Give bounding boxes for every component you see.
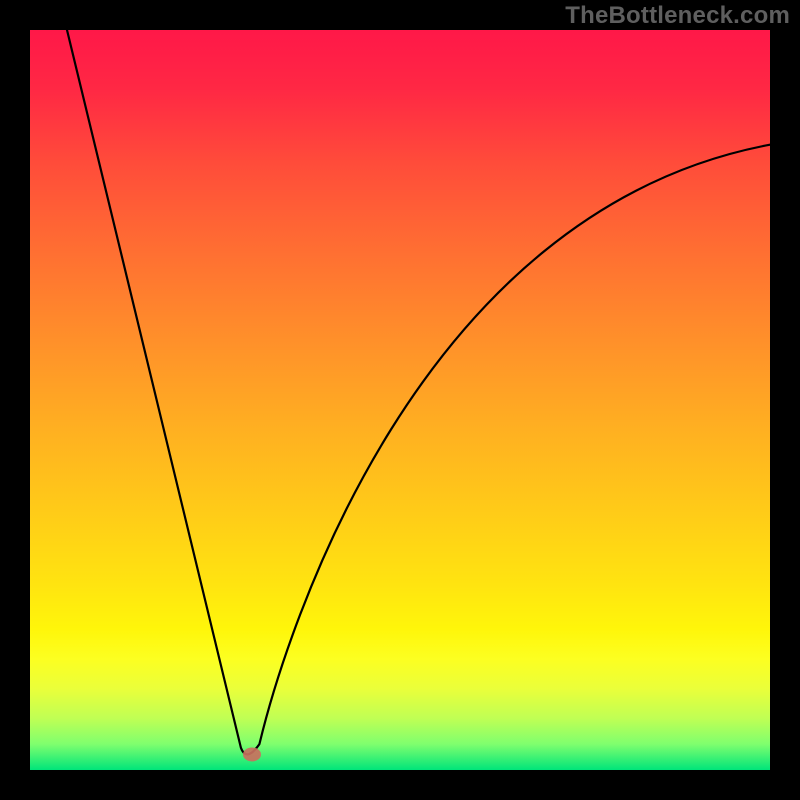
optimal-point-marker: [243, 747, 261, 761]
plot-background: [30, 30, 770, 770]
watermark-text: TheBottleneck.com: [565, 2, 790, 30]
chart-svg: [0, 0, 800, 800]
chart-root: TheBottleneck.com: [0, 0, 800, 800]
